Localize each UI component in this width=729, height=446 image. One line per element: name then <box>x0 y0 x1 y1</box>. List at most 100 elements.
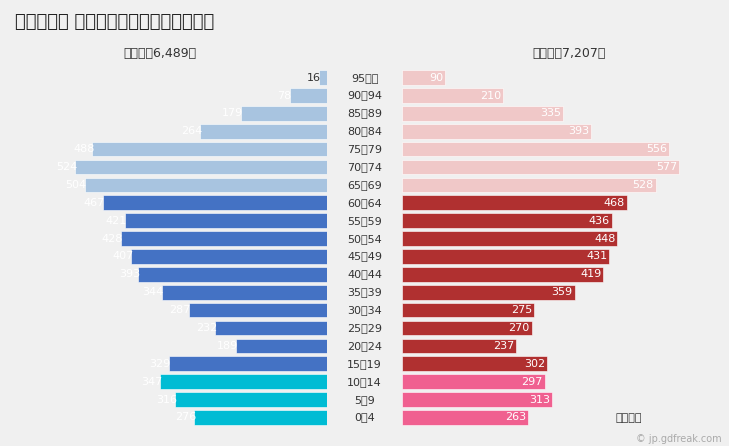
Text: 329: 329 <box>149 359 171 369</box>
Text: 95歳～: 95歳～ <box>351 73 378 83</box>
Bar <box>402 356 547 371</box>
Bar <box>402 178 656 192</box>
Bar <box>75 160 327 174</box>
Text: 5～9: 5～9 <box>354 395 375 405</box>
Text: 15～19: 15～19 <box>347 359 382 369</box>
Text: 276: 276 <box>175 413 196 422</box>
Bar <box>402 374 545 389</box>
Text: 55～59: 55～59 <box>347 216 382 226</box>
Text: 436: 436 <box>588 216 609 226</box>
Bar <box>162 285 327 300</box>
Text: 189: 189 <box>217 341 238 351</box>
Bar <box>402 267 604 282</box>
Bar <box>402 231 617 246</box>
Text: 30～34: 30～34 <box>347 305 382 315</box>
Bar <box>160 374 327 389</box>
Bar <box>402 106 563 121</box>
Text: 210: 210 <box>480 91 501 100</box>
Bar <box>195 410 327 425</box>
Text: 393: 393 <box>119 269 140 279</box>
Bar <box>402 285 574 300</box>
Text: 407: 407 <box>112 252 133 261</box>
Bar <box>402 70 445 85</box>
Bar <box>402 124 591 139</box>
Text: 313: 313 <box>529 395 550 405</box>
Bar <box>236 339 327 353</box>
Bar <box>241 106 327 121</box>
Bar <box>103 195 327 210</box>
Text: 80～84: 80～84 <box>347 126 382 136</box>
Text: 524: 524 <box>56 162 77 172</box>
Bar <box>402 339 516 353</box>
Text: 467: 467 <box>83 198 104 208</box>
Text: 297: 297 <box>521 377 543 387</box>
Text: 70～74: 70～74 <box>347 162 382 172</box>
Text: 10～14: 10～14 <box>347 377 382 387</box>
Text: 428: 428 <box>102 234 123 244</box>
Text: 504: 504 <box>66 180 87 190</box>
Bar <box>138 267 327 282</box>
Text: 335: 335 <box>540 108 561 118</box>
Text: 90: 90 <box>429 73 443 83</box>
Text: 45～49: 45～49 <box>347 252 382 261</box>
Text: 78: 78 <box>277 91 292 100</box>
Text: 528: 528 <box>633 180 654 190</box>
Text: 287: 287 <box>170 305 191 315</box>
Text: 25～29: 25～29 <box>347 323 382 333</box>
Text: 344: 344 <box>142 287 163 297</box>
Text: 237: 237 <box>493 341 514 351</box>
Text: 75～79: 75～79 <box>347 144 382 154</box>
Text: 577: 577 <box>656 162 677 172</box>
Bar <box>121 231 327 246</box>
Bar <box>402 392 553 407</box>
Text: 0～4: 0～4 <box>354 413 375 422</box>
Text: 16: 16 <box>307 73 321 83</box>
Text: 女性計：7,207人: 女性計：7,207人 <box>532 47 605 60</box>
Text: 275: 275 <box>511 305 532 315</box>
Bar <box>319 70 327 85</box>
Text: 347: 347 <box>141 377 162 387</box>
Text: 90～94: 90～94 <box>347 91 382 100</box>
Bar <box>131 249 327 264</box>
Bar <box>85 178 327 192</box>
Text: 468: 468 <box>604 198 625 208</box>
Bar <box>402 321 531 335</box>
Bar <box>402 142 669 157</box>
Bar <box>402 88 503 103</box>
Text: 421: 421 <box>105 216 127 226</box>
Text: 男性計：6,489人: 男性計：6,489人 <box>124 47 197 60</box>
Text: 419: 419 <box>580 269 601 279</box>
Text: 316: 316 <box>156 395 177 405</box>
Text: © jp.gdfreak.com: © jp.gdfreak.com <box>636 434 722 443</box>
Text: 264: 264 <box>181 126 202 136</box>
Bar <box>93 142 327 157</box>
Bar <box>402 249 609 264</box>
Text: 179: 179 <box>222 108 243 118</box>
Text: 359: 359 <box>552 287 572 297</box>
Bar <box>289 88 327 103</box>
Bar <box>402 410 529 425</box>
Text: 488: 488 <box>73 144 94 154</box>
Text: 270: 270 <box>509 323 530 333</box>
Text: 431: 431 <box>586 252 607 261</box>
Text: 232: 232 <box>196 323 217 333</box>
Text: 40～44: 40～44 <box>347 269 382 279</box>
Text: 50～54: 50～54 <box>347 234 382 244</box>
Text: 556: 556 <box>647 144 667 154</box>
Text: 60～64: 60～64 <box>347 198 382 208</box>
Text: 65～69: 65～69 <box>347 180 382 190</box>
Bar <box>189 303 327 318</box>
Bar <box>402 160 679 174</box>
Bar <box>175 392 327 407</box>
Bar <box>402 195 627 210</box>
Text: ２０２５年 波佐見町の人口構成（予測）: ２０２５年 波佐見町の人口構成（予測） <box>15 13 214 31</box>
Bar <box>169 356 327 371</box>
Bar <box>200 124 327 139</box>
Text: 448: 448 <box>594 234 615 244</box>
Bar <box>125 213 327 228</box>
Text: 20～24: 20～24 <box>347 341 382 351</box>
Text: 85～89: 85～89 <box>347 108 382 118</box>
Bar <box>402 213 612 228</box>
Text: 393: 393 <box>568 126 589 136</box>
Text: 263: 263 <box>505 413 526 422</box>
